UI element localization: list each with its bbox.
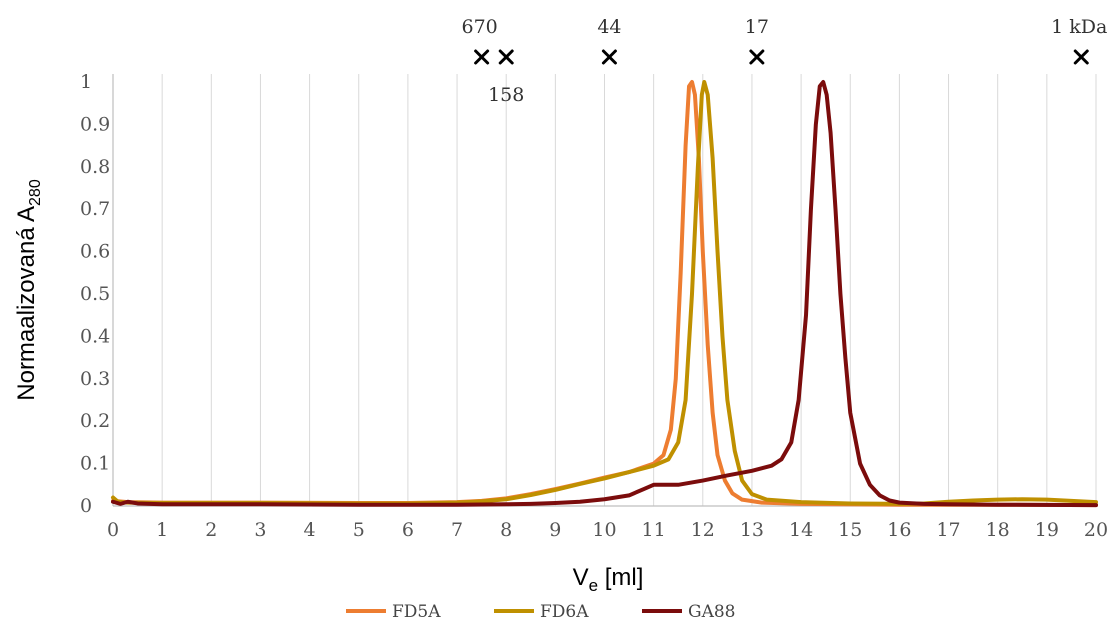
- y-tick-label: 0.6: [80, 241, 110, 263]
- marker-x-icon: [749, 49, 765, 65]
- y-tick-label: 0.7: [80, 198, 110, 220]
- x-tick-label: 19: [1035, 519, 1059, 541]
- size-marker: 670: [461, 16, 498, 65]
- y-axis-title: Normaalizovaná A280: [13, 179, 44, 401]
- size-marker: 158: [488, 49, 524, 106]
- y-tick-label: 0: [80, 495, 92, 517]
- y-tick-label: 0.4: [80, 325, 110, 347]
- x-tick-label: 2: [205, 519, 217, 541]
- marker-label: 670: [461, 16, 497, 38]
- x-tick-label: 14: [789, 519, 813, 541]
- legend-label: FD6A: [540, 602, 589, 622]
- y-tick-label: 0.5: [80, 283, 110, 305]
- x-tick-label: 11: [642, 519, 666, 541]
- marker-x-icon: [1073, 49, 1089, 65]
- x-tick-label: 18: [986, 519, 1010, 541]
- x-tick-label: 13: [740, 519, 764, 541]
- x-tick-label: 17: [936, 519, 960, 541]
- legend-label: FD5A: [392, 602, 441, 622]
- x-tick-label: 6: [402, 519, 414, 541]
- marker-x-icon: [498, 49, 514, 65]
- x-tick-label: 7: [451, 519, 463, 541]
- x-tick-label: 12: [691, 519, 715, 541]
- x-tick-label: 5: [353, 519, 365, 541]
- legend: FD5A FD6A GA88: [346, 602, 736, 622]
- y-tick-label: 0.1: [80, 453, 110, 475]
- marker-label: 44: [597, 16, 621, 38]
- y-tick-label: 0.3: [80, 368, 110, 390]
- y-tick-label: 1: [80, 71, 92, 93]
- x-tick-label: 1: [156, 519, 168, 541]
- size-marker: 17: [745, 16, 769, 65]
- x-tick-label: 15: [838, 519, 862, 541]
- x-tick-label: 3: [254, 519, 266, 541]
- x-tick-label: 10: [592, 519, 616, 541]
- legend-item-fd6a: FD6A: [494, 602, 589, 622]
- y-tick-label: 0.9: [80, 113, 110, 135]
- y-tick-label: 0.2: [80, 410, 110, 432]
- marker-label: 1 kDa: [1051, 16, 1107, 38]
- x-tick-label: 8: [500, 519, 512, 541]
- legend-item-fd5a: FD5A: [346, 602, 441, 622]
- size-marker: 44: [597, 16, 622, 65]
- marker-label: 158: [488, 84, 524, 106]
- x-tick-label: 9: [549, 519, 561, 541]
- plot-area: [111, 80, 1098, 508]
- legend-label: GA88: [688, 602, 736, 622]
- tick-labels: 0 1 2 3 4 5 6 7 8 9 10 11 12 13 14 15 16 17 18 19 2000.10.20…: [80, 71, 1108, 541]
- y-tick-label: 0.8: [80, 156, 110, 178]
- x-tick-label: 0: [107, 519, 119, 541]
- x-tick-label: 20: [1084, 519, 1108, 541]
- marker-x-icon: [601, 49, 617, 65]
- size-markers: 670 158 44 17 1 kDa: [461, 16, 1107, 106]
- series-line-ga88: [111, 80, 1098, 508]
- x-axis-title: Ve [ml]: [573, 564, 644, 595]
- x-tick-label: 4: [304, 519, 316, 541]
- x-tick-label: 16: [887, 519, 911, 541]
- grid-lines: [161, 74, 1097, 506]
- marker-x-icon: [474, 49, 490, 65]
- legend-item-ga88: GA88: [642, 602, 736, 622]
- marker-label: 17: [745, 16, 769, 38]
- size-marker: 1 kDa: [1051, 16, 1107, 65]
